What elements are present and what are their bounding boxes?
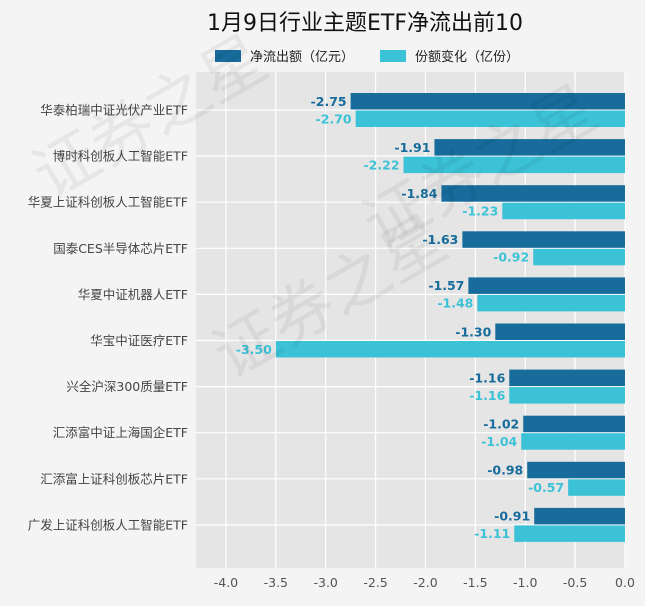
category-label: 华夏上证科创板人工智能ETF: [28, 195, 188, 210]
bar-net-outflow: [350, 93, 625, 110]
category-label: 汇添富中证上海国企ETF: [53, 425, 188, 440]
x-tick-label: -1.0: [513, 575, 537, 590]
legend-label-series-2: 份额变化（亿份）: [415, 49, 519, 65]
bar-share-change: [533, 248, 625, 266]
legend-swatch-series-2: [380, 50, 406, 62]
x-tick-label: -2.0: [413, 575, 437, 590]
value-label: -3.50: [236, 342, 272, 357]
category-label: 汇添富上证科创板芯片ETF: [40, 471, 188, 486]
value-label: -1.11: [474, 526, 510, 541]
chart-title: 1月9日行业主题ETF净流出前10: [207, 11, 523, 36]
value-label: -1.23: [462, 203, 498, 218]
bar-share-change: [514, 525, 625, 542]
category-labels: 华泰柏瑞中证光伏产业ETF 博时科创板人工智能ETF 华夏上证科创板人工智能ETF 国…: [28, 103, 188, 533]
category-label: 国泰CES半导体芯片ETF: [53, 241, 188, 256]
value-labels: -2.75 -2.70 -1.91 -2.22-1.84 -1.23 -1.63 -0.92…: [236, 94, 564, 541]
bar-net-outflow: [527, 461, 625, 479]
bar-share-change: [403, 156, 625, 174]
value-label: -0.91: [494, 509, 530, 524]
x-tick-label: -3.0: [314, 575, 338, 590]
value-label: -1.48: [437, 296, 473, 311]
legend-label-series-1: 净流出额（亿元）: [250, 50, 354, 65]
x-tick-label: -3.5: [264, 575, 288, 590]
value-label: -2.75: [311, 94, 347, 109]
bar-net-outflow: [534, 507, 625, 525]
x-tick-label: -1.5: [463, 575, 487, 590]
category-label: 广发上证科创板人工智能ETF: [28, 517, 188, 532]
category-label: 华宝中证医疗ETF: [90, 333, 188, 348]
bar-net-outflow: [509, 369, 625, 387]
value-label: -1.57: [428, 278, 464, 293]
value-label: -0.57: [528, 480, 564, 495]
value-label: -1.84: [401, 186, 437, 201]
value-label: -2.70: [316, 111, 352, 126]
legend: 净流出额（亿元） 份额变化（亿份）: [215, 49, 519, 65]
category-label: 博时科创板人工智能ETF: [53, 149, 188, 164]
legend-swatch-series-1: [215, 50, 241, 62]
value-label: -1.04: [481, 434, 517, 449]
value-label: -1.30: [455, 324, 491, 339]
bar-net-outflow: [495, 323, 625, 340]
bar-share-change: [521, 433, 625, 450]
value-label: -1.16: [469, 388, 505, 403]
value-label: -0.98: [487, 463, 523, 478]
x-tick-label: -2.5: [363, 575, 387, 590]
value-label: -1.91: [394, 140, 430, 155]
bar-share-change: [275, 341, 625, 358]
value-label: -2.22: [363, 157, 399, 172]
value-label: -1.16: [469, 370, 505, 385]
x-tick-label: 0.0: [615, 575, 635, 590]
value-label: -1.02: [483, 416, 519, 431]
x-tick-labels: -4.0 -3.5 -3.0 -2.5 -2.0 -1.5 -1.0 -0.5 0.0: [214, 575, 635, 590]
bars: [275, 93, 625, 542]
bar-net-outflow: [434, 139, 625, 156]
bar-share-change: [502, 202, 625, 220]
category-label: 华泰柏瑞中证光伏产业ETF: [40, 103, 188, 118]
bar-net-outflow: [462, 231, 625, 248]
bar-share-change: [509, 387, 625, 404]
x-tick-label: -0.5: [563, 575, 587, 590]
bar-net-outflow: [441, 185, 625, 202]
bar-share-change: [355, 110, 625, 127]
value-label: -1.63: [422, 232, 458, 247]
value-label: -0.92: [493, 250, 529, 265]
category-label: 华夏中证机器人ETF: [78, 287, 188, 302]
category-label: 兴全沪深300质量ETF: [66, 379, 188, 394]
bar-net-outflow: [523, 415, 625, 433]
bar-share-change: [568, 479, 625, 496]
bar-share-change: [477, 294, 625, 312]
bar-net-outflow: [468, 277, 625, 294]
x-tick-label: -4.0: [214, 575, 238, 590]
